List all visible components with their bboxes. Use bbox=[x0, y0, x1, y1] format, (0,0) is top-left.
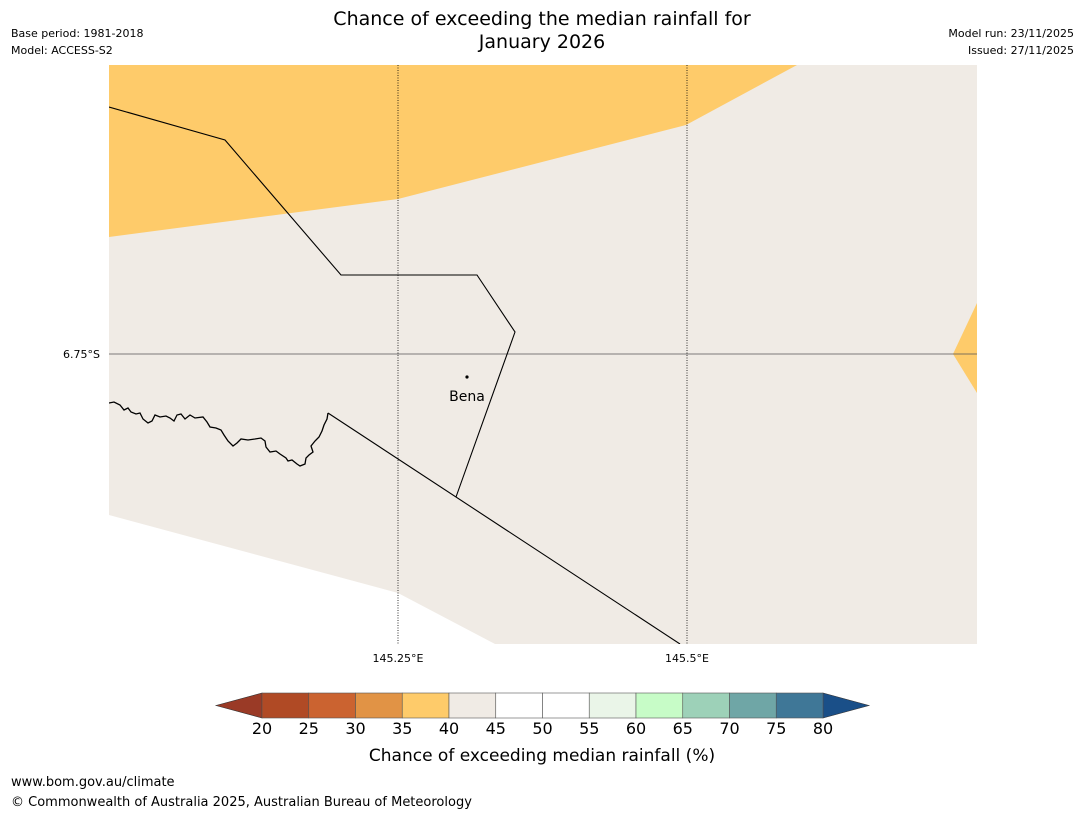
latitude-tick-label: 6.75°S bbox=[63, 348, 100, 361]
colorbar-tick-label-50: 50 bbox=[532, 719, 552, 738]
longitude-tick-label-145-25: 145.25°E bbox=[373, 652, 424, 665]
colorbar-segment-40-45 bbox=[448, 692, 497, 719]
colorbar-tick-label-45: 45 bbox=[486, 719, 506, 738]
province-border-north bbox=[109, 106, 516, 498]
model-run-text: Model run: 23/11/2025 bbox=[948, 27, 1074, 40]
colorbar-segment-75-80 bbox=[775, 692, 824, 719]
river-border-west bbox=[109, 401, 329, 467]
colorbar-segment-30-35 bbox=[355, 692, 403, 719]
colorbar-segment-65-70 bbox=[682, 692, 730, 719]
colorbar-tick-label-80: 80 bbox=[813, 719, 833, 738]
colorbar-segment-50-55 bbox=[542, 692, 590, 719]
colorbar: 20 25 30 35 40 45 50 55 60 65 70 75 80 bbox=[214, 692, 871, 738]
colorbar-tick-label-75: 75 bbox=[766, 719, 786, 738]
colorbar-under-extension bbox=[214, 692, 263, 719]
colorbar-tick-label-40: 40 bbox=[439, 719, 459, 738]
map-area bbox=[109, 65, 977, 644]
colorbar-tick-label-30: 30 bbox=[345, 719, 365, 738]
longitude-tick-label-145-5: 145.5°E bbox=[665, 652, 709, 665]
model-name-text: Model: ACCESS-S2 bbox=[11, 44, 113, 57]
colorbar-segment-70-75 bbox=[729, 692, 777, 719]
footer-url[interactable]: www.bom.gov.au/climate bbox=[11, 775, 175, 790]
colorbar-segment-60-65 bbox=[635, 692, 684, 719]
base-period-text: Base period: 1981-2018 bbox=[11, 27, 144, 40]
colorbar-segment-20-25 bbox=[261, 692, 310, 719]
bena-place-label: Bena bbox=[449, 389, 485, 405]
map-title-line1: Chance of exceeding the median rainfall … bbox=[333, 8, 751, 30]
colorbar-tick-label-55: 55 bbox=[579, 719, 599, 738]
colorbar-title: Chance of exceeding median rainfall (%) bbox=[369, 746, 715, 766]
colorbar-segment-45-50 bbox=[495, 692, 543, 719]
colorbar-tick-label-20: 20 bbox=[252, 719, 272, 738]
issued-date-text: Issued: 27/11/2025 bbox=[967, 44, 1074, 57]
colorbar-tick-label-25: 25 bbox=[299, 719, 319, 738]
colorbar-tick-label-35: 35 bbox=[392, 719, 412, 738]
rainfall-band-35-40-north bbox=[109, 65, 797, 237]
bena-location-dot[interactable] bbox=[465, 375, 469, 379]
footer-copyright: © Commonwealth of Australia 2025, Austra… bbox=[11, 795, 472, 810]
colorbar-segment-25-30 bbox=[308, 692, 356, 719]
province-border-south bbox=[327, 412, 681, 644]
colorbar-over-extension bbox=[822, 692, 871, 719]
map-title-line2: January 2026 bbox=[478, 31, 606, 53]
rainfall-band-35-40-east bbox=[953, 303, 977, 393]
colorbar-tick-label-65: 65 bbox=[673, 719, 693, 738]
rainfall-band-40-45 bbox=[109, 65, 977, 644]
colorbar-tick-label-70: 70 bbox=[719, 719, 739, 738]
colorbar-segment-35-40 bbox=[401, 692, 450, 719]
colorbar-tick-label-60: 60 bbox=[626, 719, 646, 738]
colorbar-segment-55-60 bbox=[588, 692, 637, 719]
